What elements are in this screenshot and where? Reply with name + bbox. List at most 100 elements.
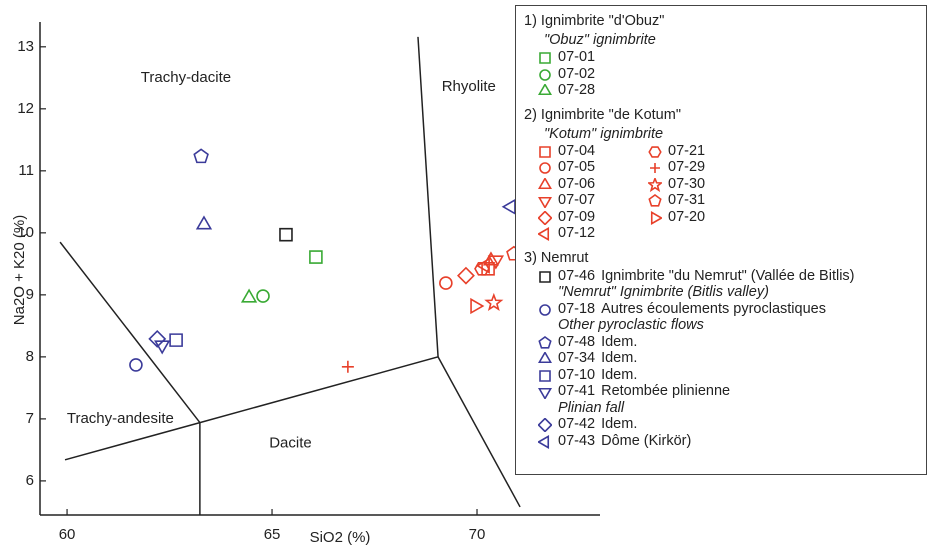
data-point <box>195 215 213 230</box>
legend-symbol <box>539 369 551 382</box>
legend-description: Idem. <box>601 366 638 383</box>
data-point <box>169 333 183 347</box>
legend-label: 07-41 <box>558 383 596 399</box>
legend-text: 07-34 Idem. <box>558 350 637 367</box>
legend-symbol <box>539 52 551 64</box>
legend-marker <box>648 194 662 207</box>
legend-note: "Nemrut" Ignimbrite (Bitlis valley) <box>558 284 769 300</box>
data-point <box>341 360 354 373</box>
legend-text: 07-31 <box>668 192 705 209</box>
legend-item: 07-41 Retombée plinienne Plinian fall <box>538 383 918 416</box>
legend-symbol <box>539 270 551 283</box>
legend-items: 07-04 07-05 07-06 07-07 07-09 07-12 07-21 07-29… <box>524 143 918 242</box>
legend-label: 07-29 <box>668 159 706 175</box>
legend-label: 07-07 <box>558 192 596 208</box>
legend-label: 07-01 <box>558 49 596 65</box>
legend-description: Idem. <box>601 333 638 350</box>
legend-marker <box>538 387 552 399</box>
legend-text: 07-01 <box>558 49 595 66</box>
legend-description: Retombée plinienne <box>601 383 731 399</box>
legend-description: Idem. <box>601 350 638 366</box>
legend-marker <box>538 434 550 449</box>
field-label: Trachy-andesite <box>67 410 174 427</box>
legend-items: 07-01 07-02 07-28 <box>524 49 918 99</box>
legend-marker <box>538 352 552 364</box>
legend-label: 07-20 <box>668 208 706 225</box>
legend-symbol <box>539 162 551 174</box>
legend-label: 07-09 <box>558 208 596 225</box>
y-tick-label: 13 <box>17 38 34 55</box>
legend-text: 07-18 Autres écoulements pyroclastiques Ot… <box>558 301 826 334</box>
legend-marker <box>538 177 552 189</box>
legend-symbol <box>538 387 552 399</box>
legend-symbol <box>648 194 662 207</box>
legend-text: 07-04 <box>558 143 595 160</box>
legend-marker <box>539 369 551 382</box>
legend-group-title-text: 3) Nemrut <box>524 249 589 266</box>
legend-items: 07-46 Ignimbrite "du Nemrut" (Vallée de B… <box>524 268 918 450</box>
legend-item: 07-29 <box>648 159 768 176</box>
legend-label: 07-48 <box>558 333 596 350</box>
legend-group: 2) Ignimbrite "de Kotum" "Kotum" ignimbri… <box>524 106 918 242</box>
legend-item: 07-30 <box>648 176 768 193</box>
legend-group-title: 2) Ignimbrite "de Kotum" <box>524 106 918 125</box>
legend-label: 07-31 <box>668 192 706 208</box>
legend-symbol <box>538 84 552 96</box>
legend-text: 07-07 <box>558 192 595 209</box>
legend-text: 07-05 <box>558 159 595 176</box>
legend-label: 07-18 <box>558 300 596 317</box>
legend-marker <box>539 68 551 81</box>
legend-item: 07-28 <box>538 82 918 99</box>
legend-marker <box>648 177 662 192</box>
data-point <box>481 262 495 276</box>
legend-item: 07-31 <box>648 192 768 209</box>
legend-symbol <box>539 303 551 316</box>
legend-symbol <box>539 68 551 81</box>
data-point <box>484 292 504 312</box>
legend-marker <box>648 145 662 158</box>
legend-text: 07-21 <box>668 143 705 160</box>
y-tick-label: 11 <box>18 162 34 179</box>
field-boundary <box>437 356 521 508</box>
legend-marker <box>539 303 551 316</box>
legend-label: 07-46 <box>558 267 596 284</box>
legend-item: 07-20 <box>648 209 768 226</box>
legend-symbol <box>538 434 550 449</box>
legend-group: 3) Nemrut 07-46 Ignimbrite "du Nemrut" (Va… <box>524 249 918 450</box>
legend-item: 07-09 <box>538 209 648 226</box>
legend-label: 07-42 <box>558 416 596 432</box>
legend-item: 07-43 Dôme (Kirkör) <box>538 433 918 450</box>
legend-marker <box>539 162 551 174</box>
legend-text: 07-41 Retombée plinienne Plinian fall <box>558 383 730 416</box>
field-boundary <box>64 36 439 461</box>
legend-item: 07-01 <box>538 49 918 66</box>
legend-item: 07-48 Idem. <box>538 334 918 351</box>
legend-text: 07-28 <box>558 82 595 99</box>
legend-item: 07-18 Autres écoulements pyroclastiques Ot… <box>538 301 918 334</box>
data-point <box>482 251 500 266</box>
legend-marker <box>539 145 551 158</box>
legend-symbol <box>539 145 551 158</box>
legend-item: 07-12 <box>538 225 648 242</box>
legend-label: 07-43 <box>558 432 596 449</box>
legend-group-title: 1) Ignimbrite "d'Obuz" <box>524 12 918 31</box>
legend-text: 07-06 <box>558 176 595 193</box>
legend-description: Autres écoulements pyroclastiques <box>601 300 826 317</box>
legend-text: 07-43 Dôme (Kirkör) <box>558 433 691 450</box>
legend-marker <box>538 210 552 225</box>
legend: 1) Ignimbrite "d'Obuz" "Obuz" ignimbrite 0… <box>515 5 927 475</box>
data-point <box>240 288 258 303</box>
legend-item: 07-02 <box>538 66 918 83</box>
field-boundary <box>59 241 201 515</box>
legend-symbol <box>538 227 550 241</box>
data-point <box>457 266 475 285</box>
legend-marker <box>538 335 552 349</box>
legend-group-title-text: 2) Ignimbrite "de Kotum" <box>524 106 681 123</box>
legend-marker <box>538 227 550 241</box>
legend-marker <box>539 270 551 283</box>
legend-marker <box>538 418 552 432</box>
legend-label: 07-05 <box>558 159 596 175</box>
legend-symbol <box>538 352 552 364</box>
x-tick-label: 65 <box>264 526 281 543</box>
